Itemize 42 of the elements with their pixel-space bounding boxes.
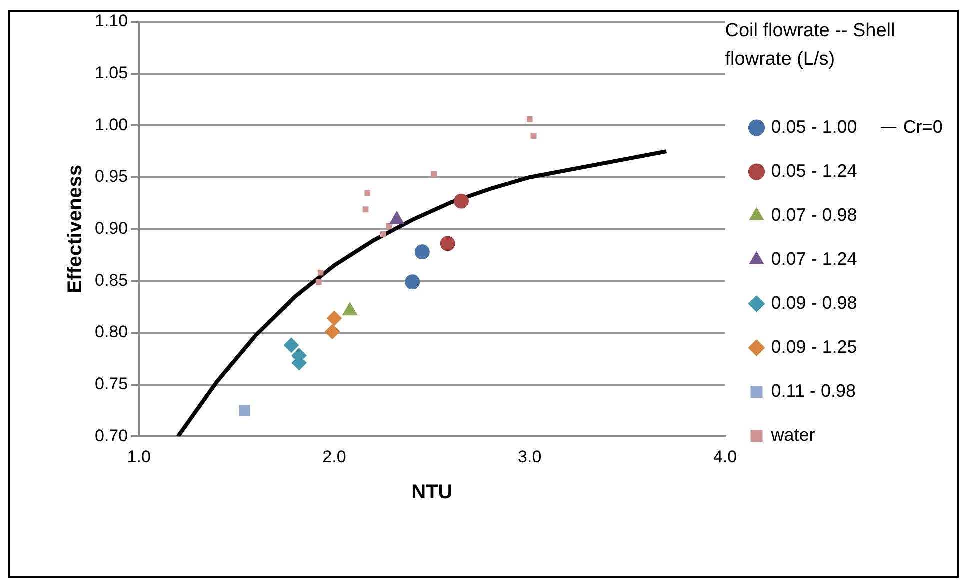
legend-label: 0.09 - 0.98 (771, 292, 858, 313)
point (526, 116, 533, 122)
point (284, 338, 299, 353)
legend-label: 0.09 - 1.25 (771, 336, 858, 357)
legend-label: 0.07 - 0.98 (771, 204, 858, 225)
x-axis-title: NTU (412, 482, 453, 504)
y-tick-label: 0.80 (94, 322, 128, 342)
y-tick-label: 0.90 (94, 218, 128, 238)
point (326, 310, 342, 326)
y-tick-label: 1.10 (94, 12, 128, 31)
legend-label: 0.05 - 1.24 (771, 160, 858, 181)
point (454, 194, 469, 209)
point (431, 171, 438, 178)
y-tick-label: 0.70 (94, 426, 128, 446)
legend-label: 0.11 - 0.98 (771, 380, 856, 401)
point (386, 223, 392, 230)
y-tick-label: 1.05 (94, 64, 128, 83)
x-tick-label: 2.0 (322, 447, 346, 466)
point (530, 133, 537, 139)
point (239, 405, 250, 416)
point (318, 270, 324, 276)
y-tick-label: 0.75 (94, 374, 128, 394)
point (414, 244, 430, 260)
x-tick-label: 4.0 (713, 447, 738, 466)
legend-title: Coil flowrate -- Shell flowrate (L/s) (725, 20, 896, 70)
point (325, 324, 340, 340)
point (405, 274, 420, 290)
x-tick-label: 1.0 (127, 447, 151, 466)
legend-label: 0.05 - 1.00 (771, 116, 858, 137)
y-tick-label: 0.95 (94, 167, 128, 186)
y-tick-label: 0.85 (94, 270, 128, 290)
legend-label: Cr=0 (903, 116, 943, 137)
point (316, 279, 322, 286)
y-tick-label: 1.00 (94, 115, 128, 134)
legend-label: water (770, 424, 816, 445)
legend-label: 0.07 - 1.24 (771, 248, 858, 269)
y-axis-title: Effectiveness (64, 164, 87, 294)
point (440, 236, 456, 252)
x-tick-label: 3.0 (518, 447, 542, 466)
point (364, 190, 371, 196)
point (362, 206, 369, 213)
point (380, 232, 386, 238)
